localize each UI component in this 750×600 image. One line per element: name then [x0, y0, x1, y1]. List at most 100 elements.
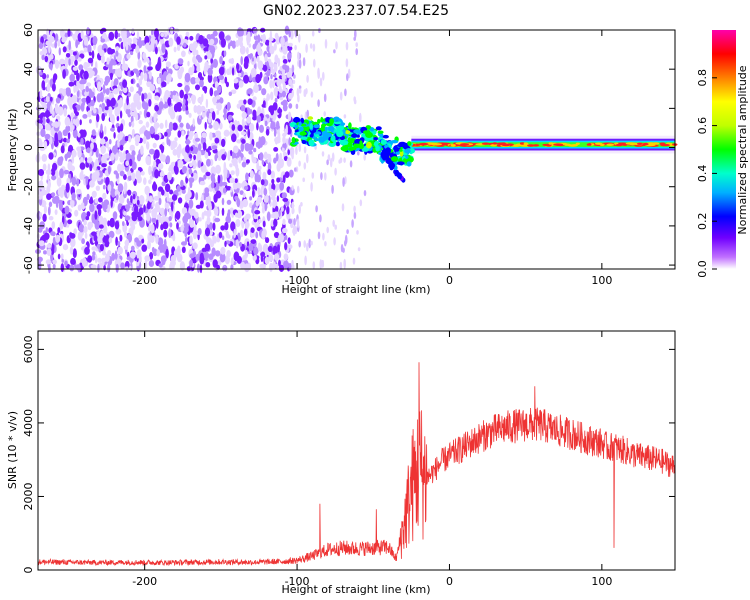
- spectrogram-cell: [233, 78, 239, 84]
- spectrogram-cell: [62, 244, 69, 251]
- spectrogram-cell: [178, 114, 182, 121]
- spectrogram-cell: [84, 90, 90, 97]
- spectrogram-cell: [135, 45, 140, 54]
- spectrogram-cell: [71, 154, 75, 164]
- spectrogram-cell: [151, 246, 155, 253]
- spectrogram-cell: [155, 201, 160, 212]
- spectrogram-cell: [122, 86, 128, 94]
- spectrogram-cell: [247, 98, 253, 105]
- spectrogram-cell: [215, 164, 221, 174]
- spectrogram-cell: [318, 136, 326, 143]
- spectrogram-cell: [257, 186, 261, 196]
- spectrogram-cell: [51, 192, 56, 198]
- spectrogram-cell: [352, 257, 356, 265]
- spectrogram-cell: [247, 185, 251, 191]
- spectrogram-cell: [60, 253, 64, 260]
- spectrogram-cell: [50, 62, 53, 71]
- spectrogram-cell: [147, 45, 153, 52]
- spectrogram-cell: [99, 129, 104, 139]
- spectrogram-cell: [403, 158, 407, 162]
- spectrogram-cell: [223, 167, 228, 176]
- spectrogram-cell: [72, 51, 77, 56]
- spectrogram-cell: [240, 56, 243, 65]
- spectrogram-cell: [72, 248, 77, 259]
- spectrogram-cell: [67, 132, 71, 140]
- spectrogram-cell: [264, 202, 268, 212]
- spectrogram-cell: [193, 224, 197, 232]
- spectrogram-cell: [140, 145, 144, 155]
- spectrogram-cell: [269, 188, 275, 197]
- spectrogram-cell: [291, 64, 295, 73]
- spectrogram-cell: [173, 103, 179, 113]
- spectrogram-cell: [357, 247, 361, 252]
- spectrogram-cell: [85, 216, 90, 221]
- spectrogram-cell: [353, 205, 356, 213]
- spectrogram-cell: [177, 69, 183, 76]
- spectrogram-cell: [262, 64, 268, 72]
- spectrogram-cell: [175, 210, 181, 220]
- spectrogram-cell: [250, 239, 257, 245]
- spectrogram-cell: [231, 67, 235, 76]
- spectrogram-cell: [363, 190, 367, 197]
- spectrogram-cell: [141, 93, 145, 102]
- spectrogram-cell: [269, 79, 273, 89]
- spectrogram-cell: [237, 27, 243, 37]
- spectrogram-cell: [48, 152, 54, 160]
- spectrogram-cell: [188, 168, 193, 175]
- spectrogram-cell: [73, 106, 77, 114]
- spectrogram-cell: [339, 91, 343, 101]
- spectrogram-cell: [344, 130, 351, 135]
- spectrogram-cell: [187, 60, 190, 67]
- spectrogram-cell: [144, 255, 151, 262]
- spectrogram-cell: [157, 46, 161, 52]
- y-tick-label: -20: [22, 178, 35, 196]
- spectrogram-cell: [165, 61, 171, 68]
- spectrogram-cell: [80, 30, 84, 39]
- spectrogram-cell: [298, 143, 302, 152]
- spectrogram-cell: [196, 66, 201, 72]
- spectrogram-cell: [660, 143, 670, 147]
- spectrogram-cell: [148, 165, 152, 176]
- spectrogram-cell: [143, 72, 148, 82]
- spectrogram-cell: [86, 193, 90, 200]
- spectrogram-cell: [214, 154, 218, 162]
- spectrogram-cell: [113, 132, 116, 139]
- spectrogram-cell: [138, 234, 144, 240]
- spectrogram-cell: [61, 215, 65, 225]
- spectrogram-cell: [46, 83, 51, 92]
- spectrogram-cell: [313, 124, 320, 129]
- spectrogram-cell: [128, 121, 132, 127]
- spectrogram-cell: [282, 55, 286, 60]
- spectrogram-cell: [236, 62, 240, 71]
- spectrogram-cell: [185, 110, 189, 115]
- spectrogram-cell: [87, 110, 92, 118]
- spectrogram-cell: [74, 59, 78, 66]
- spectrogram-cell: [97, 81, 102, 92]
- spectrogram-cell: [365, 131, 373, 138]
- spectrogram-cell: [39, 51, 44, 56]
- x-tick-label: 100: [591, 274, 612, 287]
- spectrogram-cell: [72, 128, 78, 139]
- spectrogram-cell: [153, 153, 156, 161]
- spectrogram-cell: [160, 170, 165, 177]
- spectrogram-cell: [89, 203, 95, 213]
- spectrogram-cell: [291, 147, 295, 153]
- spectrogram-cell: [57, 131, 63, 141]
- spectrogram-cell: [41, 153, 48, 162]
- spectrogram-cell: [45, 169, 52, 175]
- spectrogram-cell: [116, 177, 120, 185]
- spectrogram-cell: [281, 192, 287, 199]
- y-tick-label: 60: [22, 23, 35, 37]
- spectrogram-cell: [201, 132, 207, 139]
- spectrogram-cell: [219, 56, 223, 65]
- spectrogram-cell: [394, 170, 399, 175]
- spectrogram-cell: [282, 197, 289, 202]
- spectrogram-cell: [56, 177, 62, 187]
- spectrogram-cell: [191, 65, 195, 73]
- spectrogram-cell: [131, 43, 137, 50]
- spectrogram-cell: [230, 257, 234, 266]
- y-tick-label: 2000: [22, 482, 35, 510]
- spectrogram-cell: [249, 53, 253, 58]
- spectrogram-cell: [333, 121, 341, 125]
